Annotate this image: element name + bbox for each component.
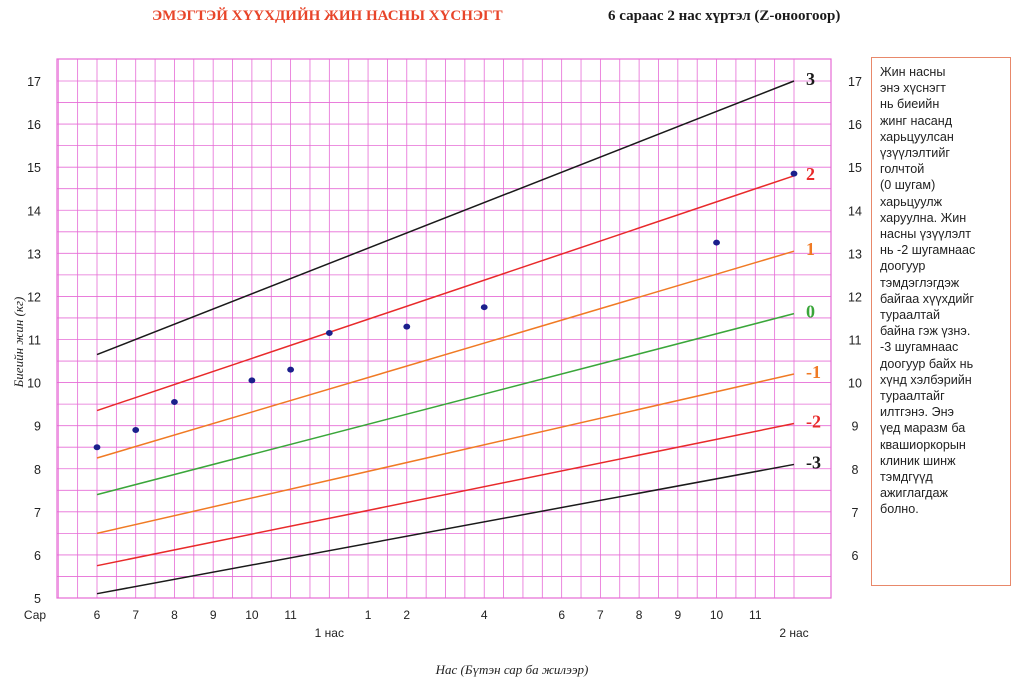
x-year-label: 1 нас — [315, 626, 344, 640]
y-tick-label-right: 11 — [849, 334, 862, 348]
zscore-line — [96, 373, 795, 535]
zscore-line — [96, 463, 795, 595]
y-tick-label-right: 10 — [848, 377, 862, 391]
y-tick-label-left: 15 — [27, 161, 41, 175]
y-tick-label-right: 13 — [848, 247, 862, 261]
y-tick-label-right: 15 — [848, 161, 862, 175]
y-tick-label-right: 17 — [848, 75, 862, 89]
x-tick-label: 8 — [171, 608, 178, 622]
y-tick-label-left: 10 — [27, 377, 41, 391]
y-tick-label-left: 11 — [28, 334, 41, 348]
zscore-line-label: 1 — [806, 239, 815, 259]
zscore-line-label: 0 — [806, 302, 815, 322]
y-tick-label-left: 14 — [27, 204, 41, 218]
y-tick-label-left: 16 — [27, 118, 41, 132]
zscore-line-label: 2 — [806, 164, 815, 184]
chart-subtitle: 6 сараас 2 нас хүртэл (Z-оноогоор) — [608, 8, 841, 24]
weight-point — [403, 323, 411, 330]
weight-point — [132, 426, 140, 433]
x-unit-label: Сар — [24, 608, 46, 622]
x-tick-label: 10 — [245, 608, 259, 622]
weight-point — [790, 170, 798, 177]
weight-point — [325, 330, 333, 337]
x-tick-label: 4 — [481, 608, 488, 622]
x-tick-label: 6 — [558, 608, 565, 622]
weight-point — [480, 304, 488, 311]
y-tick-label-left: 12 — [27, 290, 41, 304]
x-tick-label: 9 — [674, 608, 681, 622]
x-tick-label: 1 — [365, 608, 372, 622]
x-tick-label: 7 — [132, 608, 139, 622]
y-tick-label-right: 8 — [852, 463, 859, 477]
x-tick-label: 8 — [636, 608, 643, 622]
weight-point — [287, 366, 295, 373]
zscore-line — [96, 312, 795, 496]
y-tick-label-right: 12 — [848, 290, 862, 304]
zscore-line-label: -1 — [806, 362, 821, 382]
weight-point — [248, 377, 256, 384]
plot-frame — [56, 58, 832, 599]
y-tick-label-left: 5 — [34, 592, 41, 606]
note-box: Жин насны энэ хүснэгт нь биеийн жинг нас… — [871, 57, 1011, 586]
x-tick-label: 10 — [710, 608, 724, 622]
y-tick-label-left: 7 — [34, 506, 41, 520]
y-tick-label-left: 8 — [34, 463, 41, 477]
y-tick-label-left: 6 — [34, 549, 41, 563]
y-tick-label-right: 16 — [848, 118, 862, 132]
zscore-line-label: 3 — [806, 69, 815, 89]
zscore-line — [96, 422, 795, 567]
y-tick-label-right: 14 — [848, 204, 862, 218]
x-tick-label: 6 — [94, 608, 101, 622]
zscore-line-label: -3 — [806, 452, 821, 472]
x-tick-label: 11 — [749, 608, 762, 622]
y-tick-label-right: 6 — [852, 549, 859, 563]
y-tick-label-right: 7 — [852, 506, 859, 520]
y-axis-title: Биеийн жин (кг) — [11, 296, 26, 388]
x-axis-title: Нас (Бүтэн сар ба жилээр) — [435, 662, 589, 677]
x-tick-label: 7 — [597, 608, 604, 622]
x-tick-label: 11 — [284, 608, 297, 622]
x-tick-label: 2 — [403, 608, 410, 622]
zscore-line — [96, 80, 795, 356]
weight-point — [171, 398, 178, 405]
zscore-line — [96, 175, 795, 412]
y-tick-label-right: 9 — [852, 420, 859, 434]
x-tick-label: 9 — [210, 608, 217, 622]
zscore-line-label: -2 — [806, 412, 821, 432]
y-tick-label-left: 13 — [27, 247, 41, 261]
zscore-line — [96, 250, 795, 459]
y-tick-label-left: 17 — [27, 75, 41, 89]
weight-point — [713, 239, 720, 246]
weight-point — [93, 444, 101, 451]
x-year-label: 2 нас — [779, 626, 808, 640]
y-tick-label-left: 9 — [34, 420, 41, 434]
chart-title: ЭМЭГТЭЙ ХҮҮХДИЙН ЖИН НАСНЫ ХҮСНЭГТ — [152, 8, 503, 24]
